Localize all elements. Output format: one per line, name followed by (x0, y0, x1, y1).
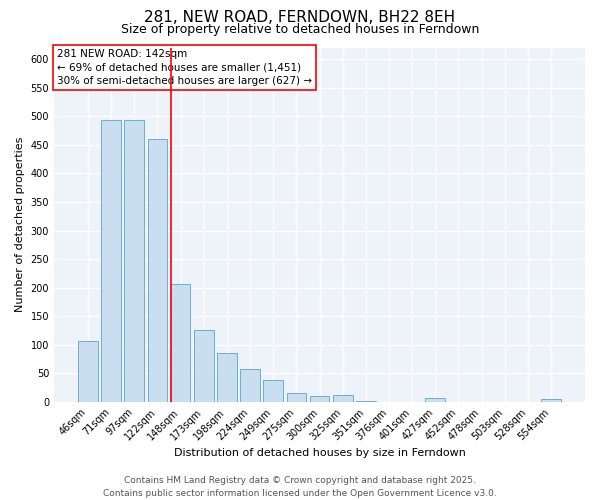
Text: 281, NEW ROAD, FERNDOWN, BH22 8EH: 281, NEW ROAD, FERNDOWN, BH22 8EH (145, 10, 455, 25)
Bar (541, 398, 561, 402)
Bar (356, 401, 376, 402)
Bar (287, 393, 306, 402)
Bar (240, 370, 260, 402)
Bar (310, 396, 329, 402)
Bar (425, 398, 445, 402)
Bar (78, 341, 98, 402)
Y-axis label: Number of detached properties: Number of detached properties (15, 137, 25, 312)
Bar (263, 380, 283, 402)
Bar (171, 284, 190, 402)
Bar (124, 120, 144, 402)
Text: Contains HM Land Registry data © Crown copyright and database right 2025.
Contai: Contains HM Land Registry data © Crown c… (103, 476, 497, 498)
Bar (101, 120, 121, 402)
Text: 281 NEW ROAD: 142sqm
← 69% of detached houses are smaller (1,451)
30% of semi-de: 281 NEW ROAD: 142sqm ← 69% of detached h… (56, 50, 311, 86)
Text: Size of property relative to detached houses in Ferndown: Size of property relative to detached ho… (121, 22, 479, 36)
Bar (194, 330, 214, 402)
Bar (333, 394, 353, 402)
Bar (217, 354, 237, 402)
X-axis label: Distribution of detached houses by size in Ferndown: Distribution of detached houses by size … (173, 448, 466, 458)
Bar (148, 139, 167, 402)
